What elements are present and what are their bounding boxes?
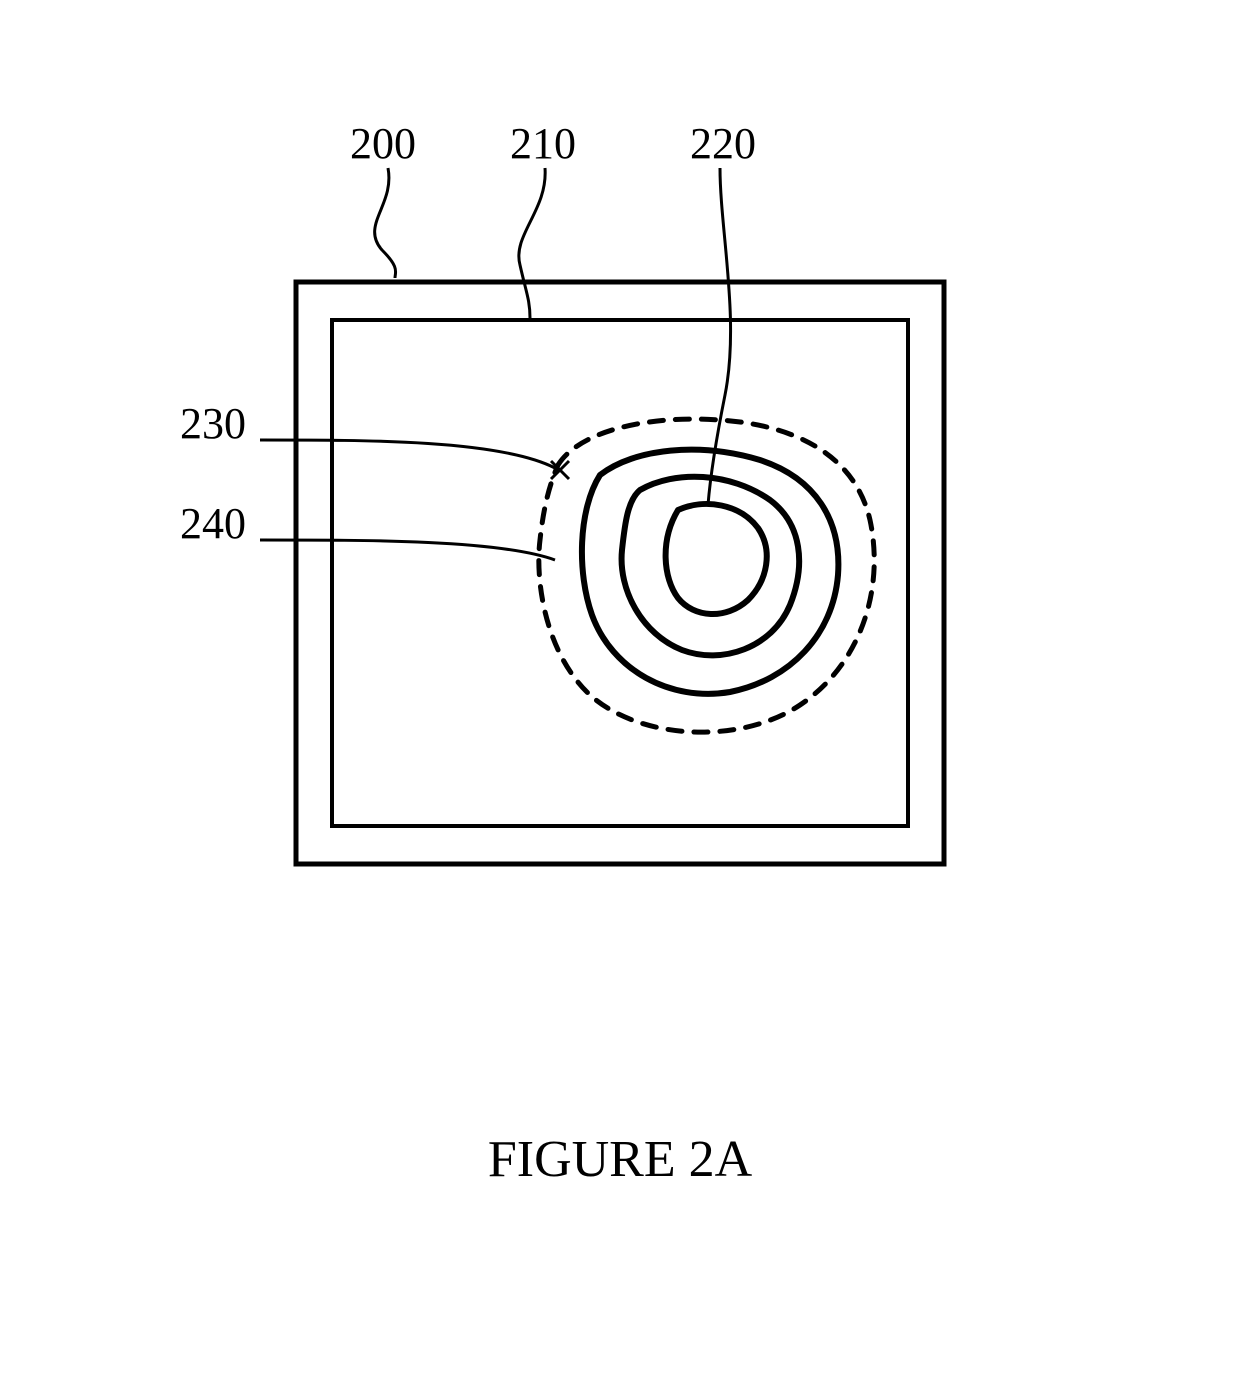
leader-210 (519, 168, 545, 318)
contour-dashed (539, 419, 874, 732)
label-240: 240 (180, 498, 246, 549)
leader-240 (260, 540, 555, 560)
label-200: 200 (350, 118, 416, 169)
leader-230 (260, 440, 555, 468)
label-210: 210 (510, 118, 576, 169)
figure-page: 200 210 220 230 240 FIGURE 2A (0, 0, 1240, 1373)
figure-caption: FIGURE 2A (0, 1130, 1240, 1189)
label-230: 230 (180, 398, 246, 449)
leader-200 (375, 168, 396, 278)
contour-inner (666, 504, 767, 614)
label-220: 220 (690, 118, 756, 169)
